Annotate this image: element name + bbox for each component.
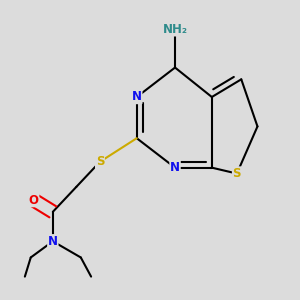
Text: S: S [96, 155, 104, 168]
Text: NH₂: NH₂ [163, 23, 188, 36]
Text: O: O [29, 194, 39, 207]
Text: S: S [232, 167, 241, 180]
Text: N: N [170, 161, 180, 174]
Text: N: N [48, 235, 58, 248]
Text: N: N [132, 91, 142, 103]
